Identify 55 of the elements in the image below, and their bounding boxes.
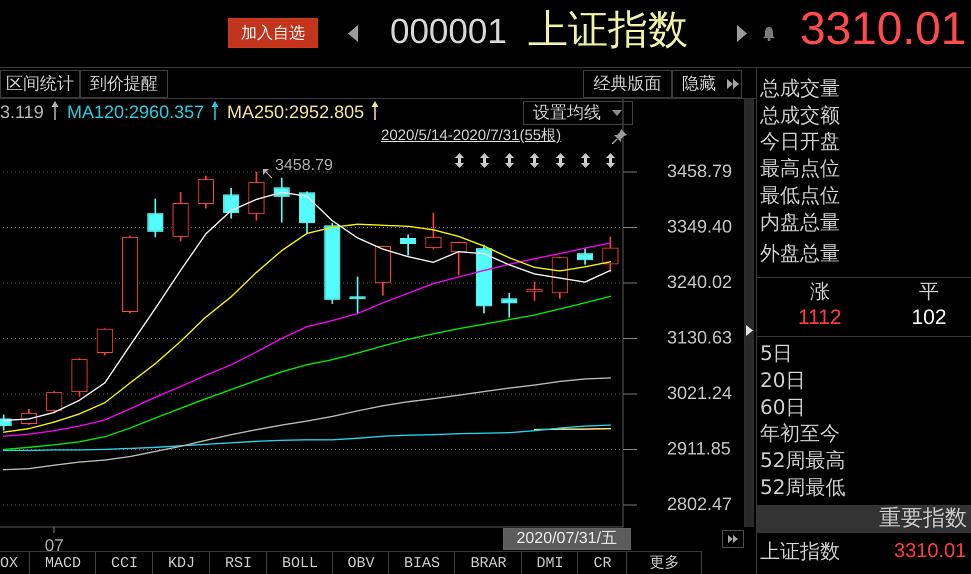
text: 总成交量 bbox=[760, 76, 840, 100]
text: RSI bbox=[225, 555, 252, 572]
x-tick-label: 07 bbox=[45, 536, 64, 555]
text: 年初至今 bbox=[760, 421, 840, 445]
text: BIAS bbox=[404, 555, 440, 572]
text: 加入自选 bbox=[241, 23, 305, 42]
text: 最高点位 bbox=[760, 156, 840, 180]
legend-label: MA120:2960.357 bbox=[67, 102, 204, 122]
y-tick-label: 3130.63 bbox=[667, 328, 732, 348]
text: 到价提醒 bbox=[90, 74, 158, 94]
y-tick-label: 3021.24 bbox=[667, 382, 732, 403]
text: CR bbox=[594, 555, 612, 572]
y-tick-label: 3458.79 bbox=[667, 161, 732, 182]
text: 区间统计 bbox=[6, 74, 74, 94]
text: 1112 bbox=[798, 306, 842, 329]
text: 今日开盘 bbox=[760, 129, 840, 153]
text: 最低点位 bbox=[760, 183, 840, 207]
text: 60日 bbox=[760, 395, 806, 419]
text: 内盘总量 bbox=[760, 210, 840, 234]
text: 52周最低 bbox=[760, 475, 846, 499]
text: 2020/07/31/五 bbox=[516, 530, 618, 547]
text: 3310.01 bbox=[800, 2, 966, 54]
annotation: 3458.79 bbox=[275, 157, 333, 174]
text: BRAR bbox=[470, 555, 507, 572]
text: 000001 bbox=[390, 12, 507, 51]
text: 20日 bbox=[760, 368, 806, 392]
text: 更多 bbox=[650, 555, 680, 572]
text: 上证指数 bbox=[760, 539, 840, 563]
y-tick-label: 3349.40 bbox=[667, 216, 732, 237]
text: 总成交额 bbox=[760, 103, 840, 127]
text: 外盘总量 bbox=[760, 241, 840, 265]
chart-title: 上证指数 bbox=[528, 7, 688, 53]
annotation: 设置均线 bbox=[533, 102, 601, 122]
text: 5日 bbox=[760, 341, 793, 365]
text: OX bbox=[0, 555, 18, 572]
text: 平 bbox=[919, 279, 939, 303]
y-tick-label: 2911.85 bbox=[667, 438, 732, 458]
text: CCI bbox=[111, 555, 138, 572]
text: 涨 bbox=[810, 279, 830, 303]
text: BOLL bbox=[282, 555, 318, 572]
text: 52周最高 bbox=[760, 448, 846, 472]
text: DMI bbox=[536, 555, 564, 572]
text: 3310.01 bbox=[894, 540, 966, 562]
annotation: 2020/5/14-2020/7/31(55根) bbox=[381, 127, 562, 144]
legend-label: 3.119 bbox=[0, 102, 44, 122]
text: MACD bbox=[45, 555, 82, 572]
text: KDJ bbox=[168, 555, 196, 572]
y-tick-label: 3240.02 bbox=[667, 272, 732, 292]
legend-label: MA250:2952.805 bbox=[227, 102, 364, 122]
text: 102 bbox=[912, 306, 947, 329]
text: 重要指数 bbox=[879, 506, 967, 531]
text: OBV bbox=[348, 555, 375, 572]
text: 隐藏 bbox=[682, 74, 716, 94]
text: 经典版面 bbox=[594, 74, 662, 94]
y-tick-label: 2802.47 bbox=[667, 494, 732, 514]
